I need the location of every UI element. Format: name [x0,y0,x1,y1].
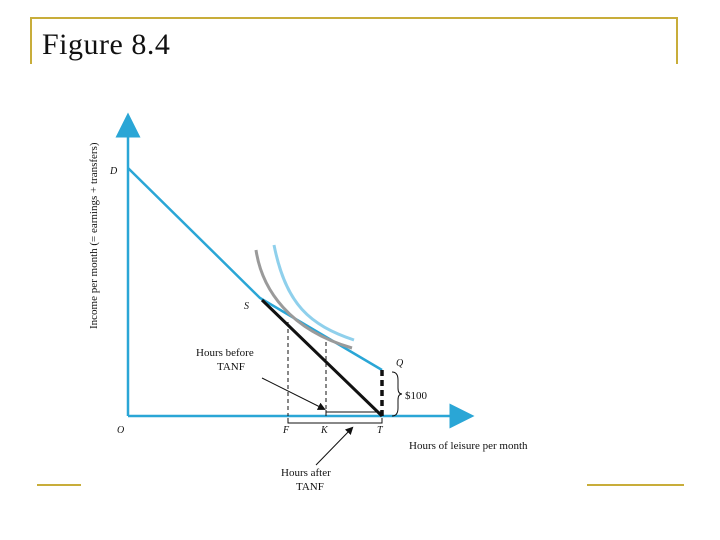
transfer-amount-label: $100 [405,390,428,402]
point-k-label: K [320,425,329,436]
title-frame-right [676,17,678,64]
arrow-hours-before [261,377,326,410]
slide-title: Figure 8.4 [42,28,171,61]
transfer-brace [391,371,403,417]
arrow-hours-after [315,426,354,466]
point-f-label: F [282,425,290,436]
point-t-label: T [377,425,384,436]
indifference-curve-low [254,249,353,350]
hours-after-label-line1: Hours after [281,467,331,479]
y-axis-label: Income per month (= earnings + transfers… [88,142,100,329]
budget-line-with-transfer [127,167,383,372]
post-tanf-budget-segment [260,298,384,418]
bracket-hours-after [287,418,383,424]
point-o-label: O [117,425,124,436]
footer-bar-right [587,484,684,486]
bracket-hours-before [325,410,382,413]
point-d-label: D [109,166,118,177]
x-axis-label: Hours of leisure per month [409,440,528,452]
title-frame-top [30,17,678,19]
point-q-label: Q [396,358,404,369]
footer-bar-left [37,484,81,486]
hours-before-label-line1: Hours before [196,347,254,359]
indifference-curve-high [272,244,355,342]
point-s-label: S [244,301,249,312]
title-frame-left [30,17,32,64]
hours-before-label-line2: TANF [217,361,245,373]
hours-after-label-line2: TANF [296,481,324,493]
